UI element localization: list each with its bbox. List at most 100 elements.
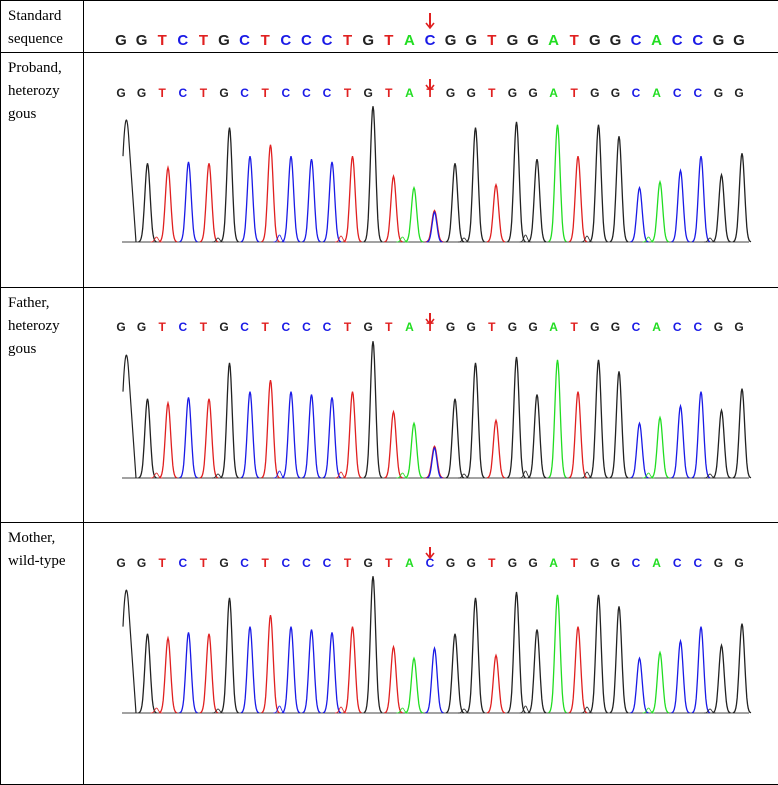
base-letter-9: C	[280, 32, 291, 49]
base-letter-14: T	[385, 86, 393, 100]
base-letter-29: C	[693, 556, 702, 570]
base-letter-24: G	[590, 320, 599, 334]
base-letter-8: T	[262, 86, 270, 100]
base-letter-1: G	[116, 320, 125, 334]
base-letter-4: C	[178, 86, 187, 100]
base-letter-13: G	[362, 32, 374, 49]
peak-14	[385, 176, 403, 242]
trace-start	[123, 120, 136, 242]
base-letter-19: T	[487, 32, 496, 49]
peak-15	[405, 658, 423, 713]
base-letter-27: A	[652, 86, 661, 100]
peak-16	[426, 648, 444, 713]
base-letter-24: G	[590, 86, 599, 100]
peak-29	[692, 156, 710, 242]
base-letter-20: G	[508, 556, 517, 570]
base-letter-14: T	[384, 32, 393, 49]
peak-14	[385, 412, 403, 478]
base-letter-17: G	[445, 32, 457, 49]
peak-12	[344, 156, 362, 242]
base-letter-26: C	[632, 320, 641, 334]
label-cell-father: Father, heterozy gous	[1, 288, 84, 523]
base-letter-12: T	[344, 86, 352, 100]
peak-20	[508, 122, 526, 242]
base-letter-14: T	[385, 556, 393, 570]
peak-20	[508, 357, 526, 478]
peak-30	[713, 410, 731, 478]
peak-7	[241, 627, 259, 713]
peak-23	[569, 392, 587, 478]
base-letter-31: G	[734, 86, 743, 100]
base-letter-19: T	[488, 320, 496, 334]
base-letter-9: C	[281, 556, 290, 570]
peak-28	[672, 641, 690, 713]
peak-9	[282, 156, 300, 242]
base-letter-15: A	[405, 556, 414, 570]
base-letter-12: T	[343, 32, 352, 49]
peak-27	[651, 182, 669, 242]
peak-6	[221, 128, 239, 242]
peak-2	[139, 163, 157, 242]
peak-21	[528, 159, 546, 242]
base-letter-5: T	[200, 556, 208, 570]
base-letter-9: C	[281, 86, 290, 100]
base-letter-15: A	[404, 32, 415, 49]
peak-11	[323, 397, 341, 477]
peak-22	[549, 595, 567, 713]
peak-21	[528, 630, 546, 713]
peak-30	[713, 645, 731, 713]
base-letter-8: T	[262, 556, 270, 570]
peak-11	[323, 632, 341, 712]
peak-3	[159, 638, 177, 713]
peak-10	[303, 159, 321, 242]
base-letter-30: G	[714, 86, 723, 100]
peak-8	[262, 145, 280, 242]
peak-21	[528, 395, 546, 478]
base-letter-9: C	[281, 320, 290, 334]
base-letter-10: C	[302, 320, 311, 334]
peak-16	[426, 446, 444, 478]
peak-29	[692, 392, 710, 478]
base-letter-12: T	[344, 556, 352, 570]
peak-31	[733, 389, 751, 478]
peak-7	[241, 392, 259, 478]
peak-13	[364, 576, 382, 713]
base-letter-7: C	[240, 320, 249, 334]
base-letter-30: G	[713, 32, 725, 49]
trace-start	[123, 590, 136, 713]
peak-11	[323, 162, 341, 242]
base-letter-21: G	[527, 32, 539, 49]
peak-5	[200, 634, 218, 713]
base-letter-15: A	[405, 86, 414, 100]
peak-4	[180, 397, 198, 477]
peak-6	[221, 363, 239, 478]
base-letter-28: C	[673, 556, 682, 570]
base-letter-31: G	[733, 32, 745, 49]
peak-17	[446, 399, 464, 478]
base-letter-22: A	[549, 556, 558, 570]
base-letter-26: C	[632, 86, 641, 100]
base-letter-25: G	[611, 320, 620, 334]
peak-24	[590, 360, 608, 478]
base-letter-1: G	[116, 86, 125, 100]
label-cell-proband: Proband, heterozy gous	[1, 53, 84, 288]
peak-19	[487, 185, 505, 242]
row-label-father: Father, heterozy gous	[1, 288, 83, 361]
peak-22	[549, 360, 567, 478]
base-letter-27: A	[652, 320, 661, 334]
base-letter-23: T	[570, 32, 579, 49]
base-letter-5: T	[200, 86, 208, 100]
peak-4	[180, 162, 198, 242]
peak-3	[159, 168, 177, 242]
peak-8	[262, 380, 280, 478]
base-letter-14: T	[385, 320, 393, 334]
